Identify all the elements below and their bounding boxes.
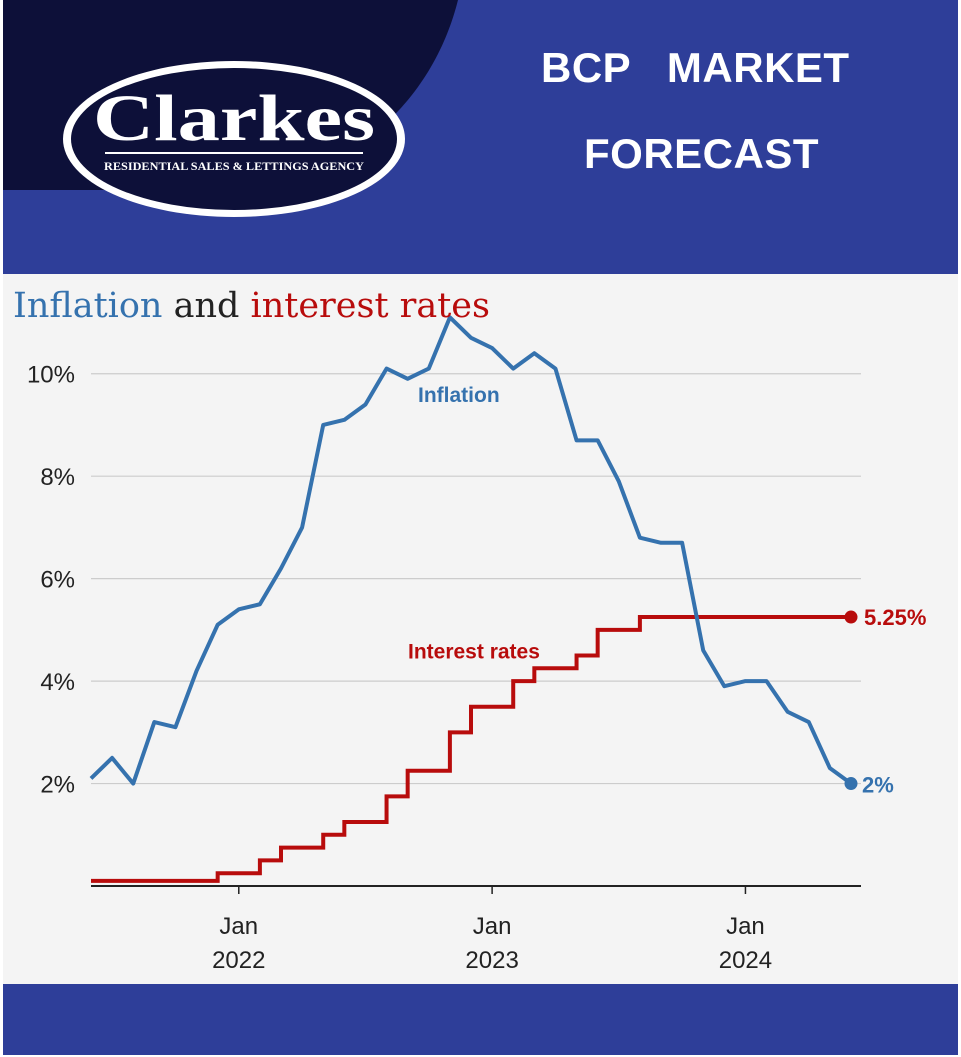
series-inflation-end-label: 2%	[862, 773, 894, 798]
series-interest-rates-end-label: 5.25%	[864, 605, 926, 630]
x-tick-label-year: 2024	[719, 947, 772, 974]
logo-wordmark: Clarkes	[93, 82, 375, 155]
series-inflation-label: Inflation	[418, 384, 500, 407]
y-tick-label: 4%	[40, 669, 75, 696]
footer-bar	[3, 984, 958, 1055]
series-interest-rates-label: Interest rates	[408, 640, 540, 663]
y-tick-label: 8%	[40, 464, 75, 491]
banner-title-line2: FORECAST	[584, 130, 819, 177]
series-interest-rates-end-dot	[844, 610, 858, 624]
x-tick-label-year: 2022	[212, 947, 265, 974]
chart-title-inflation: Inflation	[13, 286, 163, 326]
chart-title: Inflation and interest rates	[13, 286, 490, 326]
banner-title-line1: BCP MARKET	[541, 44, 850, 91]
header-banner: Clarkes RESIDENTIAL SALES & LETTINGS AGE…	[3, 0, 958, 274]
x-tick-label-year: 2023	[465, 947, 518, 974]
x-tick-label-month: Jan	[726, 913, 765, 940]
x-tick-label-month: Jan	[219, 913, 258, 940]
y-tick-label: 10%	[27, 362, 75, 389]
chart-panel: 2% 4% 6% 8% 10% Jan 2022 Jan 2023 Jan 2024 5.25% Int…	[3, 274, 958, 984]
series-interest-rates-line	[91, 615, 851, 883]
series-inflation-line	[89, 315, 853, 786]
y-tick-label: 6%	[40, 567, 75, 594]
chart-title-interest-rates: interest rates	[250, 286, 490, 326]
x-tick-label-month: Jan	[473, 913, 512, 940]
logo-tagline: RESIDENTIAL SALES & LETTINGS AGENCY	[104, 161, 365, 173]
y-tick-label: 2%	[40, 772, 75, 799]
clarkes-logo: Clarkes RESIDENTIAL SALES & LETTINGS AGE…	[63, 61, 405, 217]
chart-plot: 2% 4% 6% 8% 10% Jan 2022 Jan 2023 Jan 2024 5.25% Int…	[27, 315, 926, 974]
chart-title-and: and	[162, 286, 251, 326]
series-inflation-end-dot	[844, 777, 858, 791]
